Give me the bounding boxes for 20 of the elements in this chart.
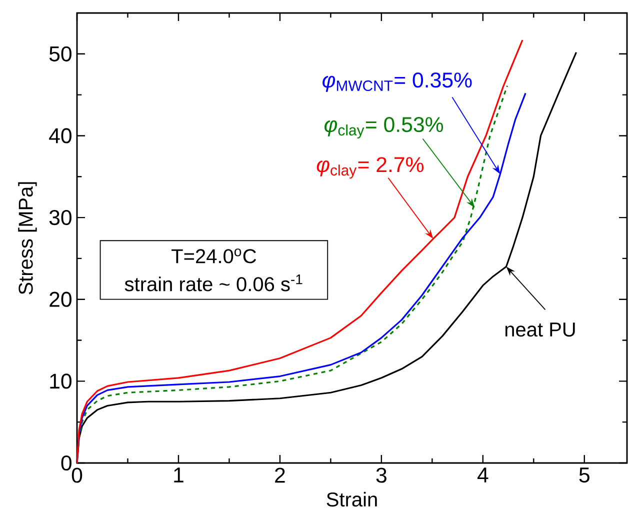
x-tick-label: 4 bbox=[477, 468, 488, 482]
y-tick-label: 20 bbox=[50, 292, 72, 307]
x-tick-label: 0 bbox=[72, 468, 82, 483]
y-tick-label: 10 bbox=[50, 374, 72, 389]
y-tick-label: 40 bbox=[49, 128, 72, 144]
x-tick-label: 2 bbox=[275, 468, 285, 483]
y-axis-title: Stress [MPa] bbox=[18, 182, 37, 294]
x-tick-label: 1 bbox=[174, 468, 184, 482]
annotation: T=24.0$^{o}$C bbox=[172, 248, 256, 264]
y-tick-label: 30 bbox=[49, 210, 72, 226]
annotation: φ$_{clay}$= 0.53% bbox=[324, 117, 444, 138]
x-tick-label: 5 bbox=[579, 468, 590, 483]
annotation: strain rate ~ 0.06 s$^{-1}$ bbox=[124, 274, 302, 292]
y-tick-label: 50 bbox=[49, 46, 72, 62]
annotation: φ$_{MWCNT}$= 0.35% bbox=[322, 72, 472, 92]
x-axis-title: Strain bbox=[326, 492, 377, 507]
annotation: neat PU bbox=[505, 322, 575, 337]
y-tick-label: 0 bbox=[61, 455, 72, 471]
x-tick-label: 3 bbox=[376, 468, 386, 483]
annotation: φ$_{clay}$= 2.7% bbox=[316, 157, 424, 179]
